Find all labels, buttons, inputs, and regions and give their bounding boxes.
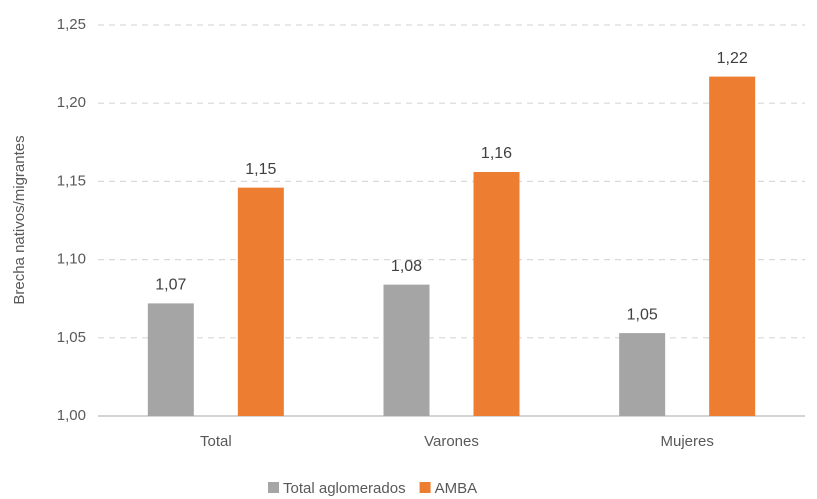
bar: [473, 172, 520, 416]
y-tick-label: 1,25: [57, 16, 86, 33]
legend-label: AMBA: [435, 480, 478, 497]
y-tick-label: 1,20: [57, 94, 86, 111]
legend-label: Total aglomerados: [283, 480, 406, 497]
x-tick-label: Varones: [424, 433, 479, 450]
bar: [147, 303, 194, 416]
y-tick-label: 1,00: [57, 407, 86, 424]
data-label: 1,05: [627, 306, 658, 323]
x-tick-label: Mujeres: [660, 433, 713, 450]
bar: [237, 187, 284, 416]
y-tick-label: 1,10: [57, 251, 86, 268]
data-label: 1,22: [717, 50, 748, 67]
y-tick-label: 1,15: [57, 172, 86, 189]
data-label: 1,16: [481, 145, 512, 162]
legend-swatch: [419, 482, 431, 493]
data-label: 1,08: [391, 258, 422, 275]
y-tick-label: 1,05: [57, 329, 86, 346]
x-tick-label: Total: [200, 433, 232, 450]
legend-swatch: [268, 482, 279, 493]
data-label: 1,07: [155, 277, 186, 294]
y-axis-label: Brecha nativos/migrantes: [11, 135, 28, 304]
bar: [619, 333, 666, 416]
data-label: 1,15: [245, 161, 276, 178]
bar: [383, 284, 430, 416]
bar: [709, 76, 756, 416]
